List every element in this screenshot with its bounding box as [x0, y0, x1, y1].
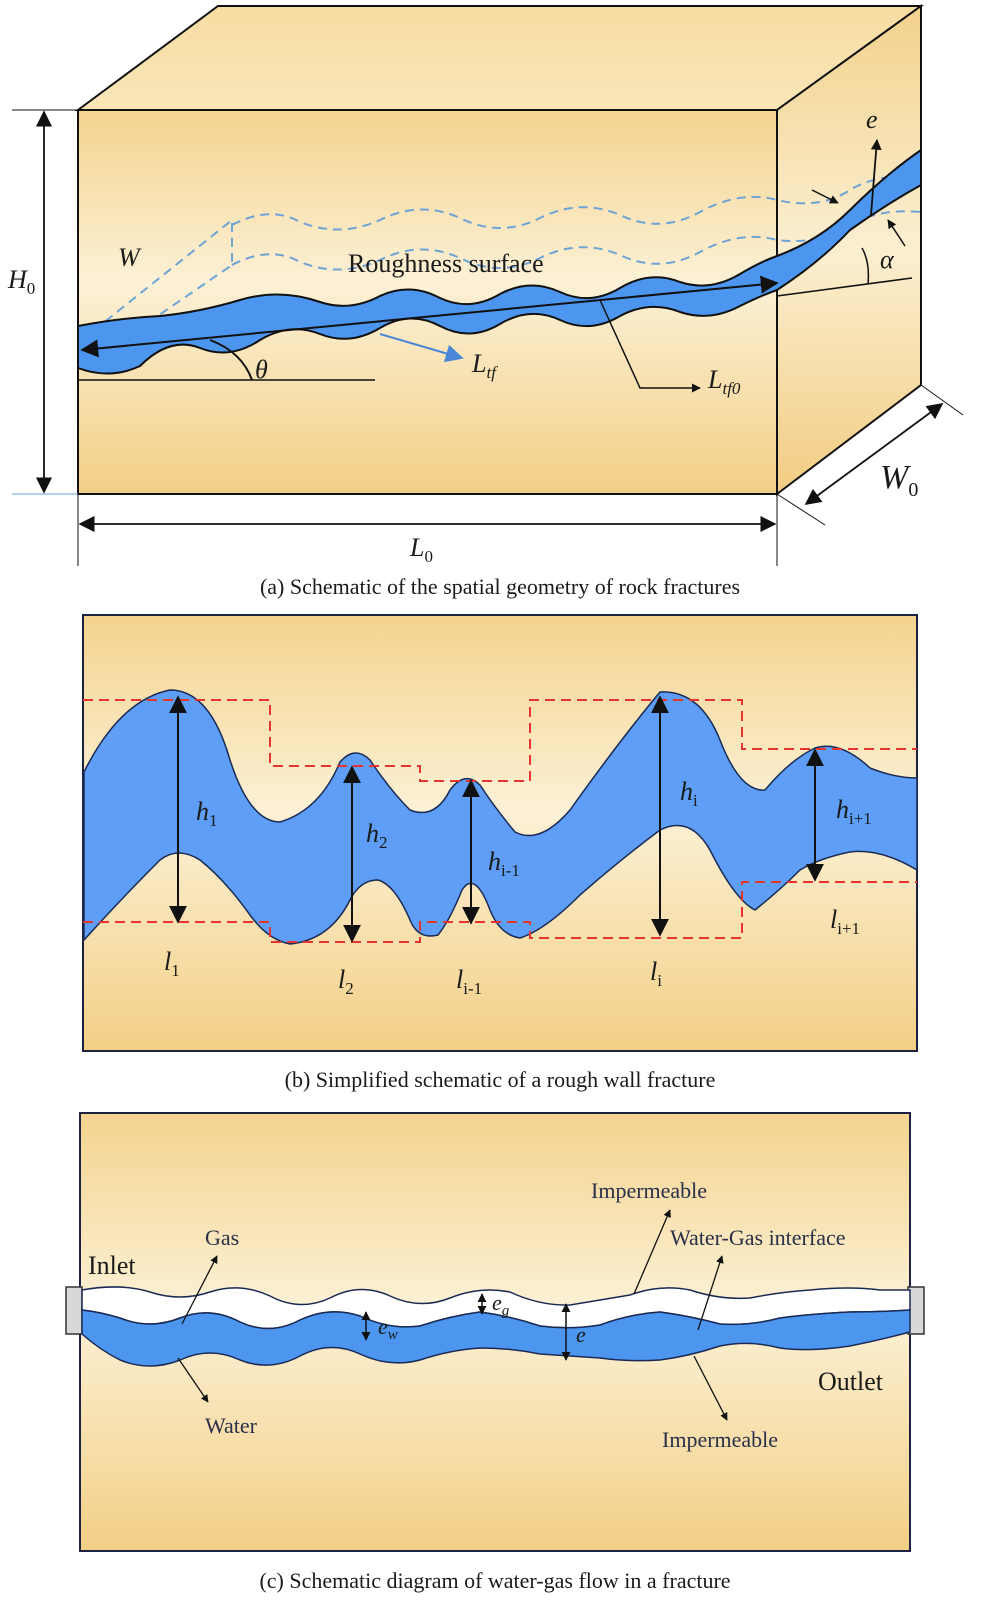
water-leader: [177, 1357, 209, 1403]
label-Ltf: Ltf: [471, 349, 498, 382]
label-alpha: α: [880, 245, 895, 274]
label-impermeable-top: Impermeable: [591, 1178, 707, 1203]
label-roughness-surface: Roughness surface: [348, 249, 544, 278]
label-l-i: li: [650, 957, 662, 990]
label-h1: h1: [196, 797, 218, 830]
label-W0: W0: [880, 459, 918, 501]
water-band: [81, 1309, 911, 1367]
e-arrow: [870, 138, 882, 216]
label-L0: L0: [409, 533, 433, 566]
label-W: W: [118, 243, 142, 272]
W0-dimension: [804, 403, 944, 505]
label-eg: eg: [492, 1290, 510, 1319]
label-l-i-1: li-1: [456, 965, 482, 998]
label-h-i: hi: [680, 777, 698, 810]
inlet-cap: [65, 1286, 83, 1335]
impermeable-top-leader: [633, 1209, 671, 1295]
line-Ltf0: [80, 275, 779, 358]
impermeable-bottom-leader: [693, 1355, 728, 1421]
W0-extension-a: [776, 493, 826, 526]
label-h-i-1: hi-1: [488, 847, 520, 880]
label-Ltf0: Ltf0: [707, 365, 741, 398]
label-H0: H0: [7, 265, 35, 298]
panel-a: H0 L0 W0 W Roughness surface e α θ Ltf L…: [7, 4, 964, 599]
label-e: e: [866, 105, 878, 134]
label-h2: h2: [366, 819, 388, 852]
label-theta: θ: [255, 355, 268, 384]
theta-arc: [209, 339, 253, 381]
panel-c: Inlet Outlet Gas Water Impermeable Imper…: [65, 1112, 925, 1593]
alpha-line: [776, 277, 913, 297]
leader-Ltf0: [599, 299, 701, 393]
label-outlet: Outlet: [818, 1367, 884, 1396]
block-top-face: [74, 5, 925, 111]
label-h-i+1: hi+1: [836, 795, 872, 828]
label-e-c: e: [576, 1322, 586, 1347]
label-l-i+1: li+1: [830, 905, 860, 938]
interface-leader: [697, 1255, 724, 1331]
label-water: Water: [205, 1413, 258, 1438]
label-l2: l2: [338, 965, 354, 998]
caption-c: (c) Schematic diagram of water-gas flow …: [259, 1568, 730, 1593]
alpha-arc: [861, 247, 870, 285]
caption-b: (b) Simplified schematic of a rough wall…: [285, 1067, 716, 1092]
label-l1: l1: [164, 947, 180, 980]
gas-leader: [181, 1255, 218, 1325]
label-impermeable-bottom: Impermeable: [662, 1427, 778, 1452]
label-gas: Gas: [205, 1225, 239, 1250]
caption-a: (a) Schematic of the spatial geometry of…: [260, 574, 740, 599]
label-ew: ew: [378, 1314, 398, 1343]
panel-b: h1 h2 hi-1 hi hi+1 l1 l2 li-1 li li+1 (b…: [82, 614, 918, 1092]
arrow-Ltf: [379, 333, 464, 363]
label-inlet: Inlet: [88, 1251, 136, 1280]
e-lower-arrow: [811, 189, 839, 204]
W0-extension-b: [920, 384, 964, 416]
label-water-gas-interface: Water-Gas interface: [670, 1225, 846, 1250]
alpha-arrow: [887, 219, 906, 247]
